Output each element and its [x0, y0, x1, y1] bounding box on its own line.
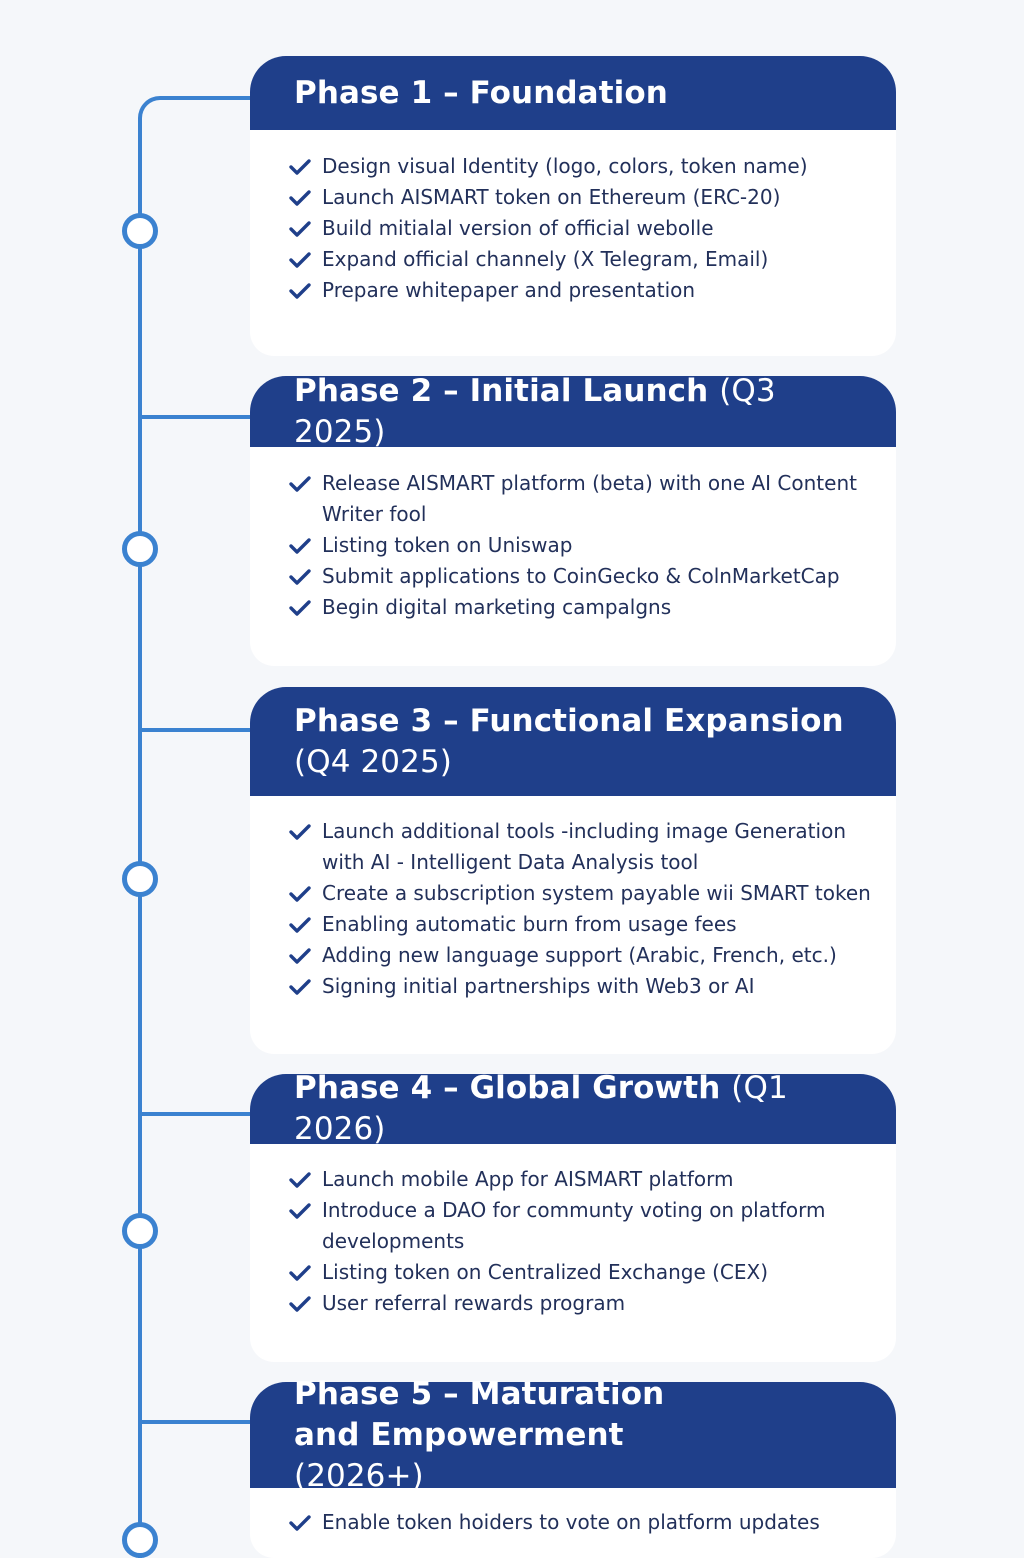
- roadmap-item-text: Introduce a DAO for communty voting on p…: [322, 1198, 826, 1253]
- roadmap-item-text: Enabling automatic burn from usage fees: [322, 912, 737, 936]
- check-icon: [289, 283, 311, 299]
- roadmap-item: Launch mobile App for AISMART platform: [288, 1164, 888, 1195]
- roadmap-item: Enable token hoiders to vote on platform…: [288, 1507, 888, 1538]
- timeline-node: [122, 531, 158, 567]
- check-icon: [289, 1296, 311, 1312]
- roadmap-item: Listing token on Uniswap: [288, 530, 888, 561]
- phase-4-title: Phase 4 – Global Growth (Q1 2026): [294, 1068, 876, 1150]
- roadmap-item: Launch AISMART token on Ethereum (ERC-20…: [288, 182, 888, 213]
- timeline-connector-phase-4: [140, 1112, 252, 1116]
- timeline-connector-phase-2: [140, 415, 252, 419]
- roadmap-item-text: Begin digital marketing campalgns: [322, 595, 672, 619]
- phase-1-title: Phase 1 – Foundation: [294, 73, 876, 114]
- roadmap-item-text: Expand official channely (X Telegram, Em…: [322, 247, 769, 271]
- check-icon: [289, 1515, 311, 1531]
- phase-2-title: Phase 2 – Initial Launch (Q3 2025): [294, 371, 876, 453]
- roadmap-item: Design visual Identity (logo, colors, to…: [288, 151, 888, 182]
- timeline-node: [122, 213, 158, 249]
- roadmap-item-text: Enable token hoiders to vote on platform…: [322, 1510, 820, 1534]
- check-icon: [289, 538, 311, 554]
- roadmap-item-text: Submit applications to CoinGecko & ColnM…: [322, 564, 840, 588]
- phase-3-panel: [250, 784, 896, 1054]
- phase-5-header: Phase 5 – Maturation and Empowerment (20…: [250, 1376, 896, 1494]
- check-icon: [289, 1265, 311, 1281]
- phase-3-header: Phase 3 – Functional Expansion (Q4 2025): [250, 687, 896, 796]
- phase-4-name: Phase 4 – Global Growth: [294, 1070, 721, 1106]
- timeline-node: [122, 861, 158, 897]
- phase-2-header: Phase 2 – Initial Launch (Q3 2025): [250, 373, 896, 450]
- phase-2-items: Release AISMART platform (beta) with one…: [288, 468, 888, 623]
- check-icon: [289, 190, 311, 206]
- timeline-connector-phase-5: [140, 1420, 252, 1424]
- roadmap-item: Signing initial partnerships with Web3 o…: [288, 971, 888, 1002]
- check-icon: [289, 252, 311, 268]
- roadmap-item-text: Launch additional tools -including image…: [322, 819, 846, 874]
- check-icon: [289, 476, 311, 492]
- check-icon: [289, 886, 311, 902]
- check-icon: [289, 824, 311, 840]
- roadmap-item-text: Create a subscription system payable wii…: [322, 881, 871, 905]
- check-icon: [289, 569, 311, 585]
- phase-2-period: (Q3 2025): [294, 372, 776, 450]
- timeline-node: [122, 1522, 158, 1558]
- roadmap-item: Enabling automatic burn from usage fees: [288, 909, 888, 940]
- check-icon: [289, 221, 311, 237]
- roadmap-item-text: Launch AISMART token on Ethereum (ERC-20…: [322, 185, 781, 209]
- roadmap-item-text: Build mitialal version of official webol…: [322, 216, 714, 240]
- phase-1-panel: [250, 118, 896, 356]
- check-icon: [289, 917, 311, 933]
- roadmap-item: Prepare whitepaper and presentation: [288, 275, 888, 306]
- roadmap-item: Build mitialal version of official webol…: [288, 213, 888, 244]
- phase-1-header: Phase 1 – Foundation: [250, 56, 896, 130]
- roadmap-item-text: User referral rewards program: [322, 1291, 626, 1315]
- roadmap-item: Begin digital marketing campalgns: [288, 592, 888, 623]
- roadmap-item: Create a subscription system payable wii…: [288, 878, 888, 909]
- roadmap-item-text: Listing token on Centralized Exchange (C…: [322, 1260, 769, 1284]
- phase-5-name: Phase 5 – Maturation and Empowerment: [294, 1375, 665, 1453]
- roadmap-item-text: Listing token on Uniswap: [322, 533, 573, 557]
- phase-2-panel: [250, 436, 896, 666]
- phase-4-panel: [250, 1132, 896, 1362]
- check-icon: [289, 1203, 311, 1219]
- timeline-connector-phase-1: [138, 96, 250, 136]
- roadmap-item: Launch additional tools -including image…: [288, 816, 888, 878]
- phase-2-name: Phase 2 – Initial Launch: [294, 372, 709, 409]
- phase-5-period: (2026+): [294, 1457, 424, 1494]
- roadmap-item: Release AISMART platform (beta) with one…: [288, 468, 888, 530]
- check-icon: [289, 1172, 311, 1188]
- phase-3-name: Phase 3 – Functional Expansion: [294, 702, 844, 739]
- check-icon: [289, 979, 311, 995]
- roadmap-item: Listing token on Centralized Exchange (C…: [288, 1257, 888, 1288]
- roadmap-item-text: Adding new language support (Arabic, Fre…: [322, 943, 837, 967]
- roadmap-item-text: Launch mobile App for AISMART platform: [322, 1167, 734, 1191]
- roadmap-item-text: Design visual Identity (logo, colors, to…: [322, 154, 808, 178]
- phase-5-title: Phase 5 – Maturation and Empowerment (20…: [294, 1374, 734, 1497]
- check-icon: [289, 948, 311, 964]
- roadmap-item: User referral rewards program: [288, 1288, 888, 1319]
- phase-5-items: Enable token hoiders to vote on platform…: [288, 1507, 888, 1538]
- roadmap-item: Submit applications to CoinGecko & ColnM…: [288, 561, 888, 592]
- phase-4-period: (Q1 2026): [294, 1070, 788, 1147]
- phase-1-items: Design visual Identity (logo, colors, to…: [288, 151, 888, 306]
- timeline-node: [122, 1213, 158, 1249]
- phase-3-period: (Q4 2025): [294, 743, 452, 780]
- roadmap-item: Expand official channely (X Telegram, Em…: [288, 244, 888, 275]
- roadmap-item: Introduce a DAO for communty voting on p…: [288, 1195, 888, 1257]
- phase-3-title: Phase 3 – Functional Expansion (Q4 2025): [294, 701, 876, 783]
- phase-4-items: Launch mobile App for AISMART platform In…: [288, 1164, 888, 1319]
- roadmap-item-text: Signing initial partnerships with Web3 o…: [322, 974, 755, 998]
- timeline-connector-phase-3: [140, 728, 252, 732]
- roadmap-item-text: Prepare whitepaper and presentation: [322, 278, 696, 302]
- check-icon: [289, 159, 311, 175]
- check-icon: [289, 600, 311, 616]
- phase-4-header: Phase 4 – Global Growth (Q1 2026): [250, 1070, 896, 1147]
- roadmap-item-text: Release AISMART platform (beta) with one…: [322, 471, 857, 526]
- timeline-line: [138, 118, 142, 1558]
- roadmap-item: Adding new language support (Arabic, Fre…: [288, 940, 888, 971]
- phase-1-name: Phase 1 – Foundation: [294, 74, 668, 111]
- phase-3-items: Launch additional tools -including image…: [288, 816, 888, 1002]
